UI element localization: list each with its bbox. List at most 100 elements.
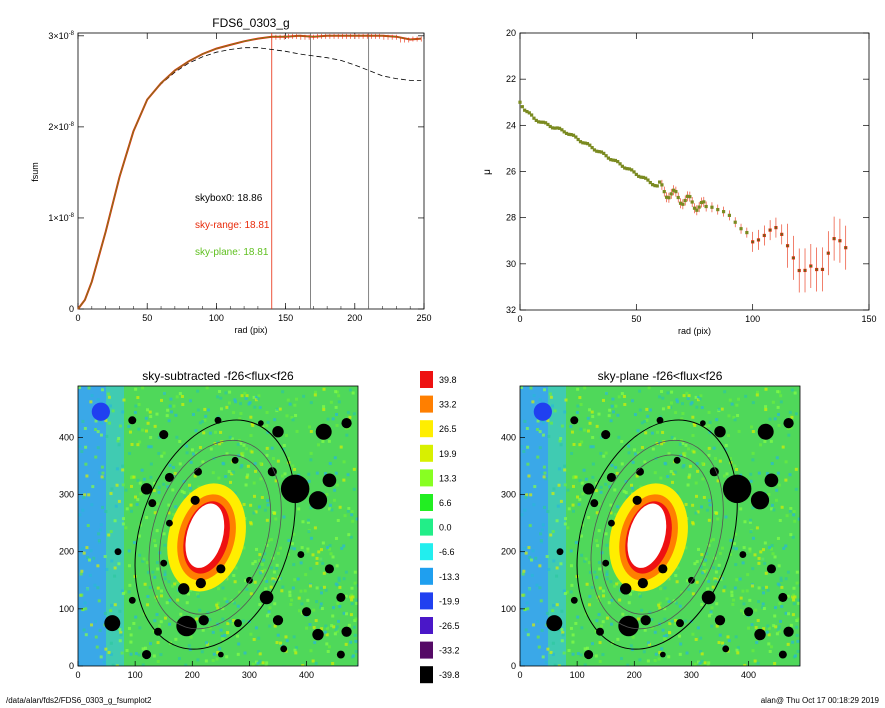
- sky-subtracted-noise: [157, 624, 161, 628]
- sky-subtracted-noise: [267, 610, 271, 614]
- sky-plane-noise: [757, 471, 761, 475]
- sky-subtracted-noise: [295, 429, 299, 433]
- sky-plane-source-21: [637, 578, 648, 589]
- sky-plane-noise: [786, 594, 790, 598]
- sky-plane-noise: [548, 392, 552, 396]
- mu-point: [678, 201, 683, 205]
- sky-subtracted-noise: [266, 430, 270, 434]
- sky-subtracted-noise: [221, 607, 225, 611]
- sky-plane-noise: [717, 407, 721, 411]
- sky-plane-noise: [549, 650, 553, 654]
- sky-plane-noise: [580, 553, 584, 557]
- sky-plane-source-3: [656, 416, 664, 424]
- sky-subtracted-noise: [105, 568, 109, 572]
- sky-plane-noise: [722, 643, 726, 647]
- sky-subtracted-noise: [297, 596, 301, 600]
- sky-subtracted-noise: [299, 561, 303, 565]
- sky-plane-noise: [719, 577, 723, 581]
- colorbar-label-6: 0.0: [439, 523, 452, 533]
- sky-subtracted-noise: [132, 621, 136, 625]
- sky-subtracted-noise: [138, 626, 142, 630]
- sky-subtracted-noise: [194, 429, 198, 433]
- sky-subtracted-noise: [347, 426, 351, 430]
- sky-subtracted-noise: [83, 601, 87, 605]
- sky-plane-noise: [770, 462, 774, 466]
- sky-subtracted-noise: [253, 560, 257, 564]
- sky-subtracted-noise: [352, 625, 356, 629]
- sky-subtracted-noise: [132, 475, 136, 479]
- sky-subtracted-noise: [138, 440, 142, 444]
- sky-plane-noise: [766, 588, 770, 592]
- mu-point: [567, 132, 571, 136]
- sky-plane-noise: [707, 661, 711, 665]
- sky-subtracted-noise: [193, 474, 197, 478]
- sky-subtracted-noise: [111, 663, 115, 666]
- sky-subtracted-noise: [119, 633, 123, 637]
- sky-plane-noise: [796, 639, 800, 643]
- sky-subtracted-noise: [292, 547, 296, 551]
- sky-subtracted-noise: [251, 423, 255, 427]
- sky-plane-noise: [772, 624, 776, 628]
- sky-subtracted-noise: [178, 440, 182, 444]
- sky-plane-noise: [572, 442, 576, 446]
- sky-plane-noise: [665, 633, 669, 637]
- sky-plane-noise: [559, 443, 563, 447]
- sky-plane-noise: [597, 561, 601, 565]
- sky-subtracted-source-35: [297, 551, 305, 558]
- sky-plane-noise: [726, 434, 730, 438]
- sky-plane-source-27: [640, 615, 651, 626]
- sky-plane-noise: [524, 551, 528, 555]
- sky-plane-noise: [746, 573, 750, 577]
- sky-subtracted-noise: [115, 628, 119, 632]
- colorbar-swatch-4: [420, 469, 433, 487]
- sky-plane-noise: [569, 549, 573, 553]
- sky-subtracted-noise: [109, 641, 113, 645]
- mu-ytick-label: 22: [506, 74, 516, 84]
- sky-plane-noise: [546, 510, 550, 514]
- sky-subtracted-noise: [144, 429, 148, 433]
- sky-plane-noise: [776, 536, 780, 540]
- sky-plane-noise: [788, 410, 792, 414]
- sky-plane-noise: [569, 590, 573, 594]
- mu-ytick-label: 28: [506, 213, 516, 223]
- mu-point: [571, 133, 576, 137]
- sky-subtracted-noise: [349, 535, 353, 539]
- sky-plane-noise: [736, 414, 740, 418]
- sky-subtracted-noise: [275, 566, 279, 570]
- sky-subtracted-noise: [100, 475, 104, 479]
- mu-point: [602, 151, 606, 155]
- sky-plane-noise: [784, 611, 788, 615]
- sky-plane-noise: [647, 641, 651, 645]
- sky-plane-noise: [598, 641, 602, 645]
- sky-plane-noise: [657, 603, 661, 607]
- sky-plane-noise: [687, 475, 691, 479]
- sky-plane-noise: [610, 404, 614, 408]
- sky-plane-noise: [678, 634, 682, 638]
- sky-subtracted-noise: [88, 573, 92, 577]
- sky-plane-noise: [532, 394, 536, 398]
- sky-subtracted-noise: [293, 648, 297, 652]
- sky-subtracted-noise: [290, 415, 294, 419]
- sky-plane-noise: [717, 566, 721, 570]
- sky-subtracted-noise: [146, 570, 150, 574]
- sky-plane-noise: [798, 664, 800, 666]
- sky-subtracted-noise: [83, 426, 87, 430]
- sky-subtracted-noise: [265, 518, 269, 522]
- sky-subtracted-noise: [94, 419, 98, 423]
- sky-subtracted-noise: [348, 388, 352, 392]
- sky-plane-noise: [698, 661, 702, 665]
- sky-subtracted-noise: [331, 614, 335, 618]
- sky-plane-noise: [707, 424, 711, 428]
- sky-subtracted-noise: [234, 566, 238, 570]
- sky-plane-noise: [629, 644, 633, 648]
- sky-subtracted-source-34: [341, 626, 352, 637]
- sky-plane-noise: [602, 398, 606, 402]
- sky-subtracted-noise: [244, 579, 248, 583]
- sky-plane-noise: [640, 445, 644, 449]
- sky-plane-noise: [743, 520, 747, 524]
- sky-subtracted-noise: [189, 635, 193, 639]
- sky-plane-noise: [773, 661, 777, 665]
- sky-plane-noise: [611, 397, 615, 401]
- sky-subtracted-noise: [336, 518, 340, 522]
- sky-subtracted-noise: [352, 487, 356, 491]
